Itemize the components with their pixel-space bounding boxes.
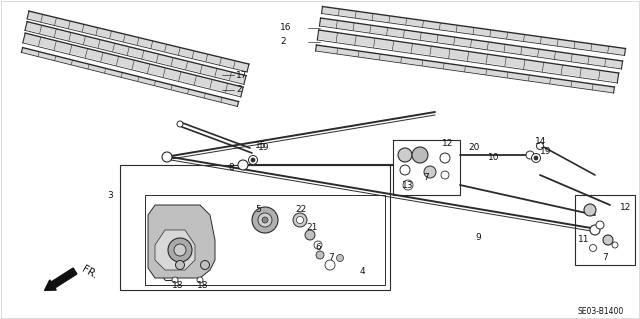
Circle shape <box>305 230 315 240</box>
Text: 14: 14 <box>535 137 547 146</box>
Circle shape <box>603 235 613 245</box>
Text: 4: 4 <box>360 268 365 277</box>
Text: 7: 7 <box>423 174 429 182</box>
Circle shape <box>177 121 183 127</box>
Text: 5: 5 <box>255 205 260 214</box>
Circle shape <box>314 241 322 249</box>
Bar <box>575 195 635 265</box>
Circle shape <box>536 143 543 150</box>
Circle shape <box>252 207 278 233</box>
Polygon shape <box>317 31 619 82</box>
Circle shape <box>175 261 184 270</box>
Circle shape <box>316 251 324 259</box>
Text: 18: 18 <box>197 280 209 290</box>
Text: 18: 18 <box>172 280 184 290</box>
Text: 17: 17 <box>236 70 248 79</box>
Polygon shape <box>22 48 239 106</box>
Circle shape <box>612 242 618 248</box>
Text: 2: 2 <box>236 85 242 94</box>
Circle shape <box>531 153 541 162</box>
Text: 13: 13 <box>402 181 413 189</box>
Circle shape <box>325 260 335 270</box>
Polygon shape <box>28 12 249 71</box>
Circle shape <box>262 217 268 223</box>
Text: 15: 15 <box>255 140 266 150</box>
Text: 9: 9 <box>475 234 481 242</box>
Text: 22: 22 <box>295 205 307 214</box>
Circle shape <box>440 153 450 163</box>
Circle shape <box>526 151 534 159</box>
Circle shape <box>251 158 255 162</box>
Circle shape <box>590 225 600 235</box>
Text: 21: 21 <box>306 222 317 232</box>
Text: 3: 3 <box>107 190 113 199</box>
Text: 12: 12 <box>442 138 453 147</box>
Polygon shape <box>322 7 625 55</box>
Circle shape <box>162 152 172 162</box>
Circle shape <box>403 180 413 190</box>
Circle shape <box>200 261 209 270</box>
Bar <box>145 195 385 285</box>
Circle shape <box>412 147 428 163</box>
Text: 6: 6 <box>315 243 321 253</box>
Circle shape <box>197 277 203 283</box>
Circle shape <box>293 213 307 227</box>
Circle shape <box>584 204 596 216</box>
Polygon shape <box>155 230 195 270</box>
FancyArrow shape <box>45 268 77 290</box>
Circle shape <box>248 155 257 165</box>
Polygon shape <box>319 19 623 68</box>
Circle shape <box>238 160 248 170</box>
Text: 16: 16 <box>280 24 291 33</box>
Text: 19: 19 <box>258 144 269 152</box>
Text: 7: 7 <box>602 254 608 263</box>
Text: 12: 12 <box>620 204 632 212</box>
Circle shape <box>596 221 604 229</box>
Text: 19: 19 <box>540 147 552 157</box>
Text: FR.: FR. <box>79 264 99 280</box>
Text: 10: 10 <box>488 152 499 161</box>
Text: SE03-B1400: SE03-B1400 <box>578 308 624 316</box>
Circle shape <box>172 277 178 283</box>
Circle shape <box>441 171 449 179</box>
Text: 2: 2 <box>280 38 285 47</box>
Polygon shape <box>23 34 243 96</box>
Circle shape <box>534 156 538 160</box>
Text: 11: 11 <box>578 235 589 244</box>
Circle shape <box>296 217 303 224</box>
Circle shape <box>258 213 272 227</box>
Circle shape <box>168 238 192 262</box>
Polygon shape <box>25 23 246 84</box>
Text: 8: 8 <box>228 164 234 173</box>
Text: 7: 7 <box>328 254 333 263</box>
Bar <box>120 165 390 290</box>
Polygon shape <box>316 46 614 93</box>
Circle shape <box>424 166 436 178</box>
Text: 20: 20 <box>468 144 479 152</box>
Polygon shape <box>148 205 215 278</box>
Circle shape <box>589 244 596 251</box>
Circle shape <box>398 148 412 162</box>
Circle shape <box>174 244 186 256</box>
Circle shape <box>337 255 344 262</box>
Circle shape <box>400 165 410 175</box>
